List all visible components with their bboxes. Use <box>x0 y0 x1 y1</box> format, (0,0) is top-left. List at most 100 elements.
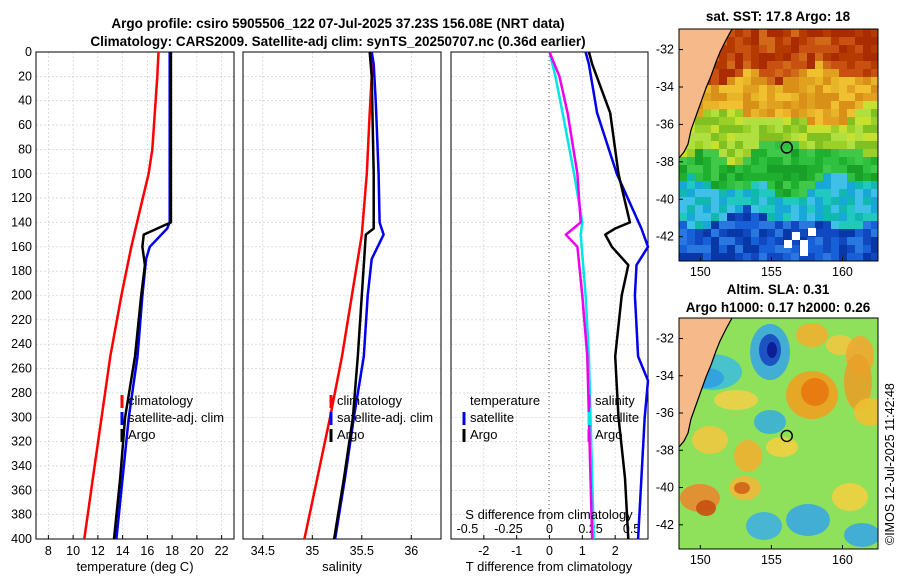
sst-cell <box>775 109 783 117</box>
y-tick-label: 60 <box>18 118 32 132</box>
sst-cell <box>855 109 863 117</box>
x-tick-label: 20 <box>190 544 204 558</box>
sst-cell <box>807 133 815 141</box>
sst-cell <box>847 53 855 61</box>
sst-cell <box>871 101 878 109</box>
sst-cell <box>847 77 855 85</box>
sst-cell <box>839 245 847 253</box>
sst-cell <box>863 77 871 85</box>
sst-cell <box>719 77 727 85</box>
sst-cell <box>695 141 703 149</box>
sla-anomaly-blob <box>766 437 798 457</box>
sst-cell <box>807 157 815 165</box>
sla-anomaly-blob <box>854 398 878 426</box>
sst-cell <box>767 125 775 133</box>
y-tick-label: 320 <box>11 435 32 449</box>
x-tick-label: 35 <box>305 544 319 558</box>
sst-cell <box>695 165 703 173</box>
sst-cell <box>687 205 695 213</box>
sst-cell <box>839 253 847 261</box>
sst-cell <box>839 229 847 237</box>
sst-cell <box>791 149 799 157</box>
sst-cell <box>679 189 687 197</box>
sst-cell <box>687 165 695 173</box>
sst-cell <box>823 245 831 253</box>
sst-cell <box>775 61 783 69</box>
sst-cell <box>799 37 807 45</box>
sst-cell <box>759 213 767 221</box>
sst-cell <box>775 45 783 53</box>
sst-cell <box>799 101 807 109</box>
sst-cell <box>735 133 743 141</box>
sst-cell <box>719 125 727 133</box>
sst-cell <box>679 245 687 253</box>
sst-cell <box>823 93 831 101</box>
sst-cell <box>823 205 831 213</box>
sst-cell <box>783 189 791 197</box>
sst-cell <box>799 213 807 221</box>
sst-nodata-cell <box>808 228 816 236</box>
temperature-panel: 0 20 40 60 80 100 120 140 160 180 200 220 240 260 280 3… <box>11 45 235 574</box>
x-tick-label: 0 <box>546 544 553 558</box>
sst-cell <box>711 221 719 229</box>
sst-cell <box>767 77 775 85</box>
sst-cell <box>871 165 878 173</box>
series-line-climatology <box>83 51 160 540</box>
sst-cell <box>735 237 743 245</box>
sst-cell <box>799 229 807 237</box>
sst-cell <box>751 213 759 221</box>
sst-cell <box>751 157 759 165</box>
sst-cell <box>831 245 839 253</box>
sst-cell <box>711 117 719 125</box>
legend-label-argo: Argo <box>337 427 364 442</box>
sst-cell <box>687 245 695 253</box>
s-tick-label: -0.5 <box>457 522 479 536</box>
sst-cell <box>775 205 783 213</box>
sst-cell <box>815 173 823 181</box>
sst-cell <box>783 93 791 101</box>
map-y-tick-label: -40 <box>656 192 674 206</box>
sst-cell <box>703 189 711 197</box>
sst-cell <box>839 165 847 173</box>
sst-cell <box>775 253 783 261</box>
sst-cell <box>807 101 815 109</box>
sst-cell <box>823 173 831 181</box>
sst-cell <box>719 157 727 165</box>
sla-map-tick-labels: 150 155 160 -32 -34 -36 -38 -40 -42 <box>656 331 853 567</box>
sst-cell <box>751 45 759 53</box>
sst-cell <box>807 53 815 61</box>
sst-cell <box>815 37 823 45</box>
sst-cell <box>847 125 855 133</box>
sst-cell <box>727 141 735 149</box>
sst-cell <box>759 109 767 117</box>
sst-cell <box>815 77 823 85</box>
sst-cell <box>823 53 831 61</box>
sst-cell <box>791 237 799 245</box>
sst-cell <box>839 109 847 117</box>
sst-cell <box>735 165 743 173</box>
sst-cell <box>751 85 759 93</box>
sst-cell <box>815 93 823 101</box>
sst-cell <box>839 37 847 45</box>
sst-cell <box>767 245 775 253</box>
sst-cell <box>735 61 743 69</box>
map-y-tick-label: -40 <box>656 481 674 495</box>
sst-cell <box>839 237 847 245</box>
x-tick-label: 12 <box>91 544 105 558</box>
sst-cell <box>863 109 871 117</box>
sst-cell <box>783 53 791 61</box>
sst-cell <box>695 173 703 181</box>
sst-cell <box>711 245 719 253</box>
sst-cell <box>759 229 767 237</box>
sst-cell <box>727 133 735 141</box>
sst-cell <box>775 189 783 197</box>
salinity-axes-frame <box>242 51 442 540</box>
sst-cell <box>743 117 751 125</box>
sst-cell <box>711 205 719 213</box>
sla-anomaly-blob <box>692 426 728 454</box>
sst-cell <box>775 101 783 109</box>
sst-cell <box>815 205 823 213</box>
sst-cell <box>823 77 831 85</box>
sst-cell <box>847 149 855 157</box>
